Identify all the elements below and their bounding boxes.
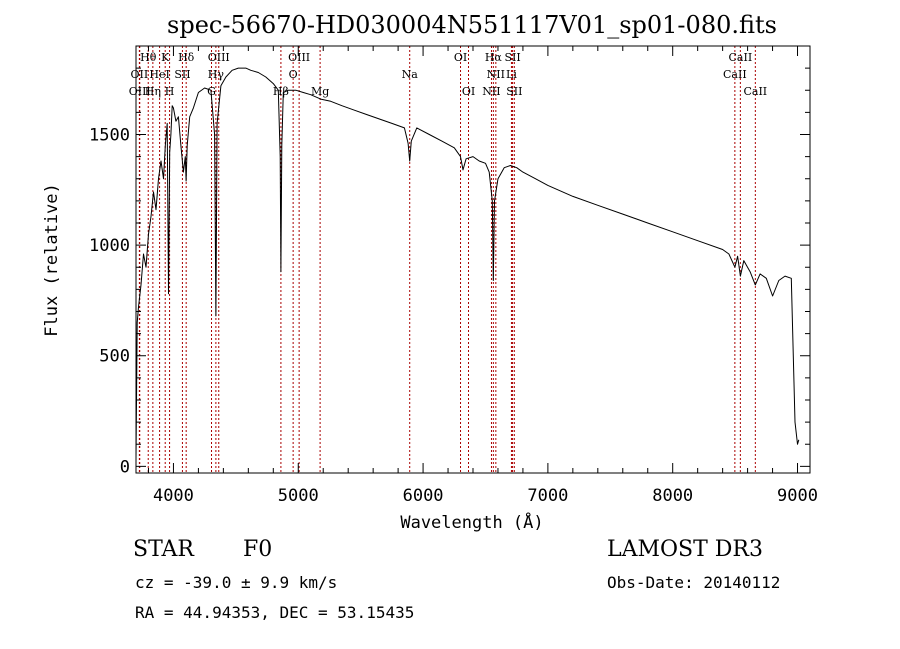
line-marker-label: Hη [145,85,161,98]
line-marker-label: NII [482,85,500,98]
line-marker-label: CaII [723,68,747,81]
x-tick-label: 9000 [777,486,818,506]
x-tick-label: 8000 [652,486,693,506]
line-marker-label: Hγ [208,68,225,81]
x-tick-label: 5000 [278,486,319,506]
spectrum-series [135,67,800,460]
y-tick-label: 1000 [89,236,130,256]
spectrum-line-spectrum [135,67,800,460]
line-marker-label: OIII [208,51,230,64]
y-tick-label: 1500 [89,125,130,145]
line-marker-label: G [207,85,216,98]
line-marker-label: OI [454,51,467,64]
object-type: STAR [133,537,194,562]
y-axis-ticks: 0 500 1000 1500 [89,67,810,477]
line-marker-label: Li [506,68,517,81]
line-marker-label: SII [506,85,522,98]
x-axis-label: Wavelength (Å) [400,511,543,533]
x-axis-ticks: 4000 5000 6000 7000 8000 9000 [147,46,818,506]
x-tick-label: 6000 [403,486,444,506]
line-marker-label: H [165,85,175,98]
line-marker-label: OIII [129,85,151,98]
y-axis-label: Flux (relative) [42,183,62,337]
spectral-subclass: F0 [243,537,273,562]
redshift-velocity: cz = -39.0 ± 9.9 km/s [135,573,338,592]
survey-name: LAMOST DR3 [607,537,763,562]
line-marker-label: NII [487,68,505,81]
sky-coordinates: RA = 44.94353, DEC = 53.15435 [135,603,415,622]
line-marker-label: CaII [743,85,767,98]
line-marker-label: OIII [288,51,310,64]
line-marker-label: Hδ [178,51,195,64]
line-marker-label: SII [174,68,190,81]
x-tick-label: 7000 [527,486,568,506]
line-marker-label: OII [131,68,149,81]
x-tick-label: 4000 [153,486,194,506]
chart-title: spec-56670-HD030004N551117V01_sp01-080.f… [167,11,777,39]
line-marker-label: Hθ [140,51,157,64]
line-marker-label: Na [402,68,419,81]
line-marker-label: CaII [729,51,753,64]
y-tick-label: 0 [120,457,130,477]
observation-date: Obs-Date: 20140112 [607,573,781,592]
line-marker-label: Mg [311,85,329,98]
line-marker-label: Hα [485,51,503,64]
y-tick-label: 500 [99,347,130,367]
line-marker-label: K [161,51,170,64]
line-marker-label: HeI [149,68,169,81]
line-marker-label: OI [462,85,475,98]
line-marker-label: SII [504,51,520,64]
line-marker-label: O [289,68,298,81]
